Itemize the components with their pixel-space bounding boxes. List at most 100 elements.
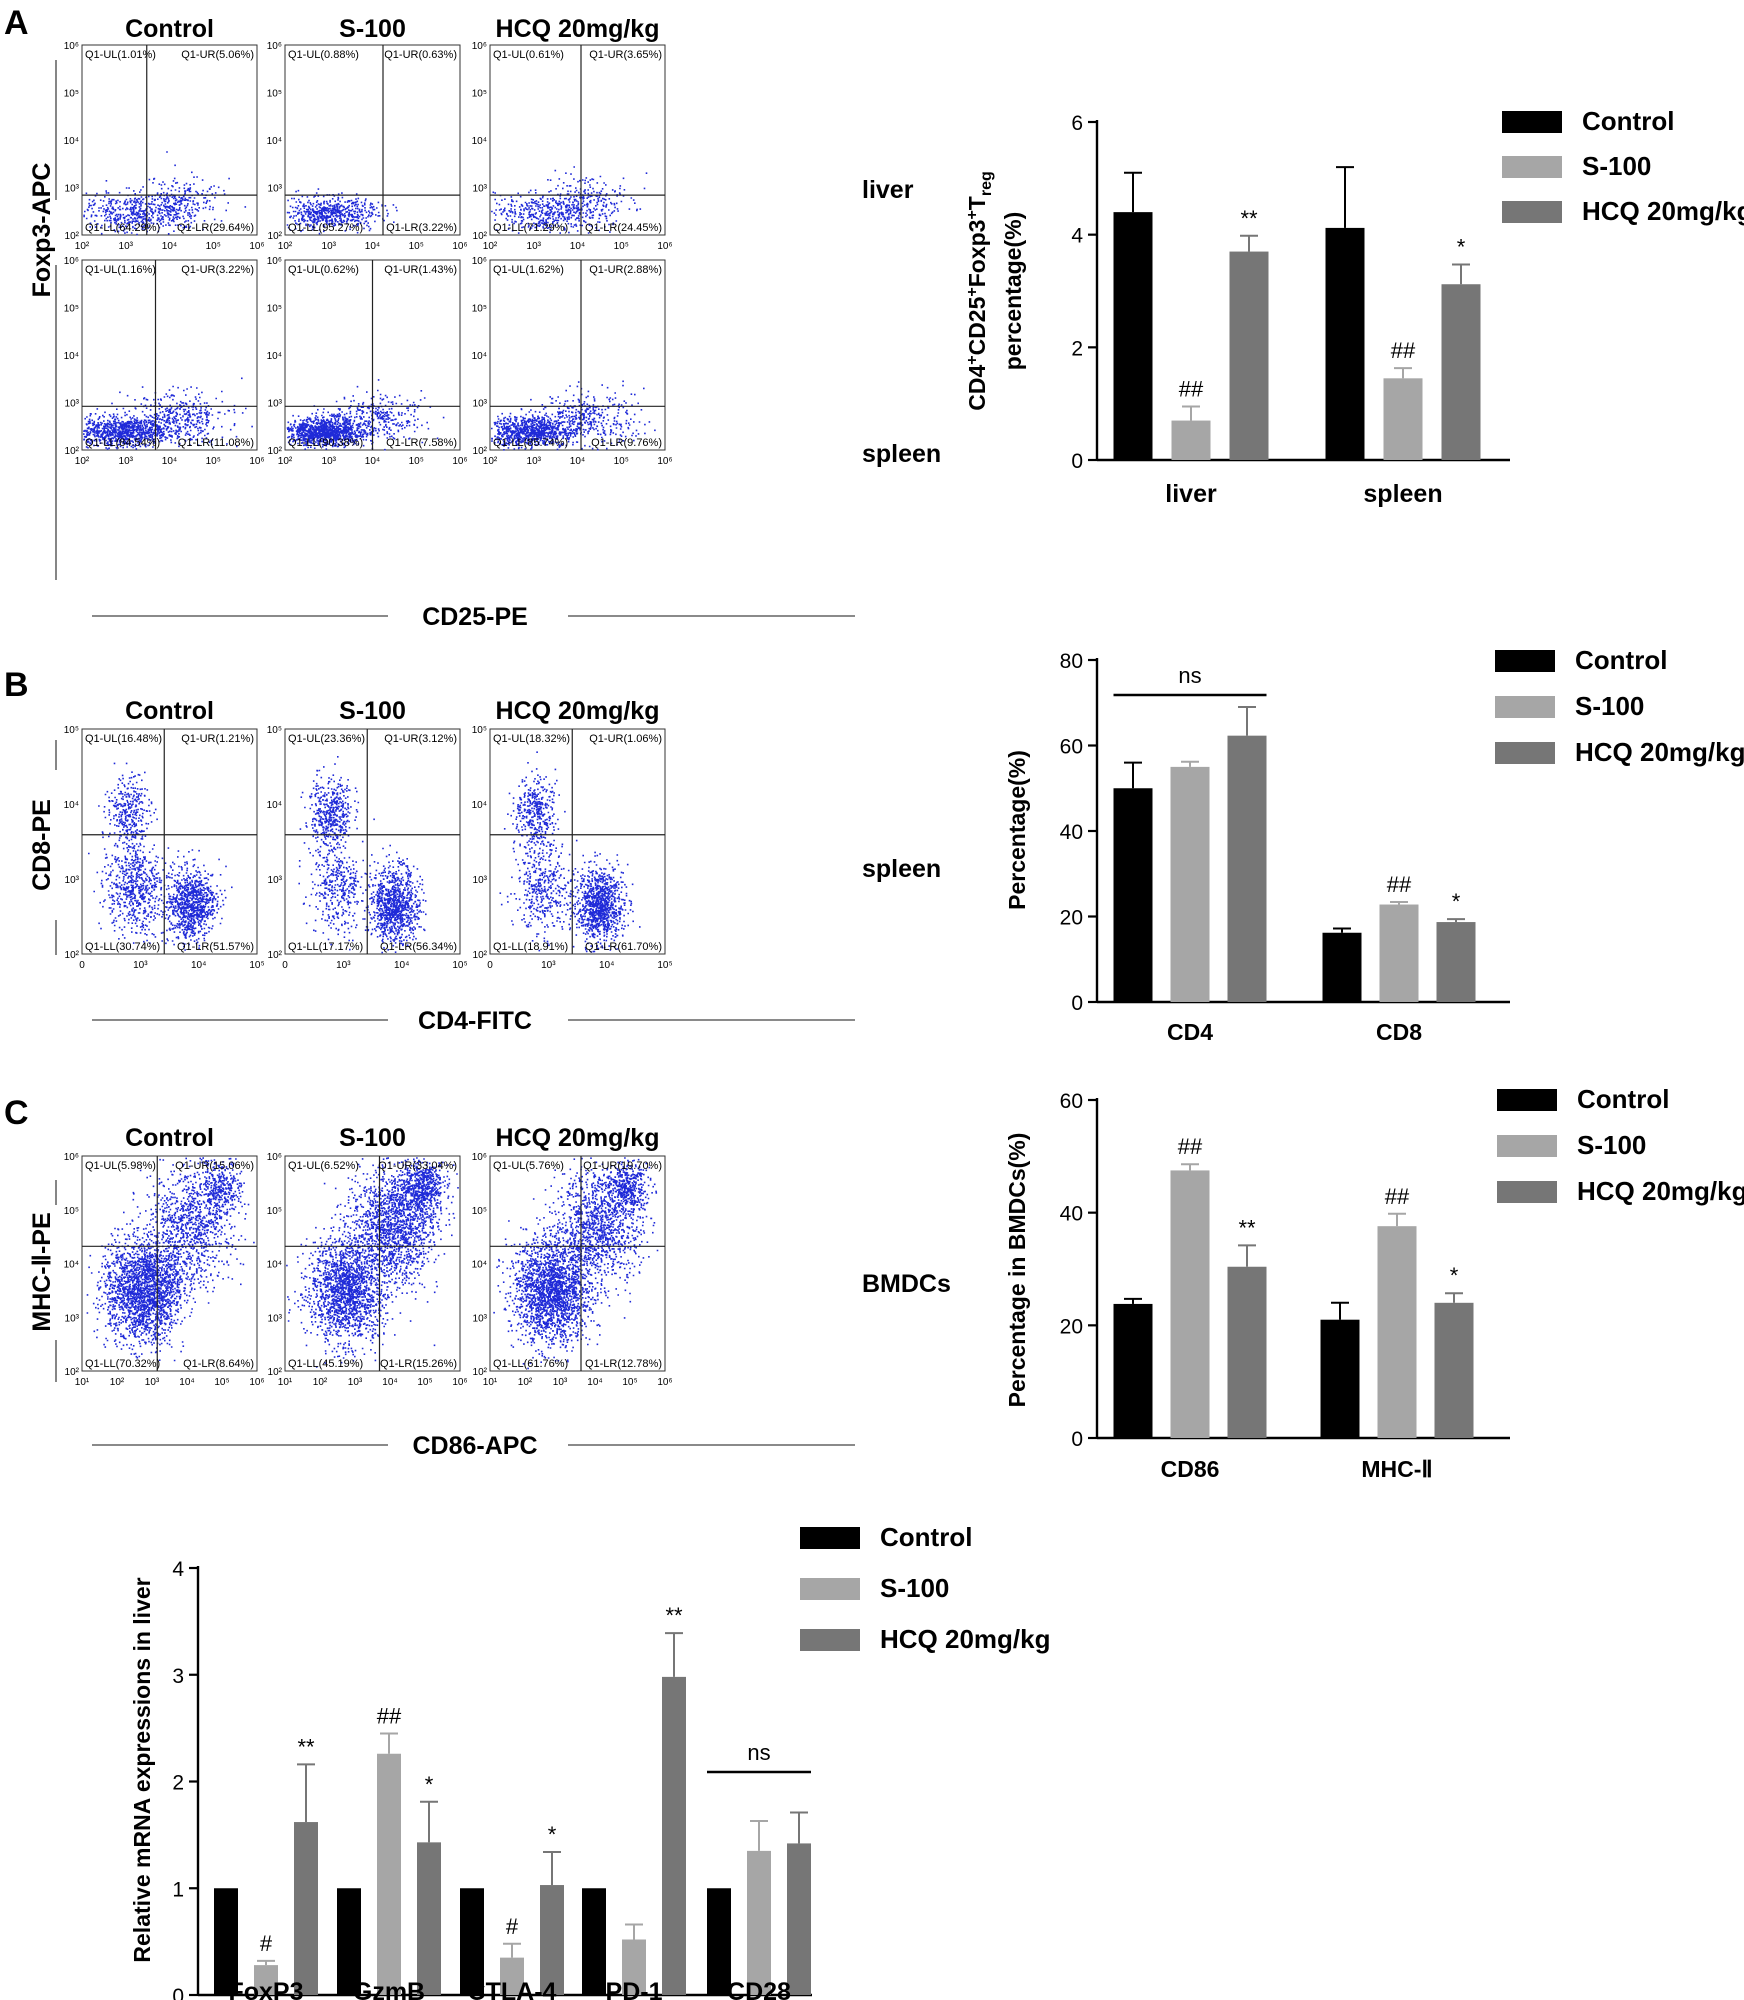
quadrant-ur: Q1-UR(15.06%) bbox=[175, 1160, 254, 1172]
legend-label: Control bbox=[880, 1522, 972, 1552]
x-tick-label: 10³ bbox=[527, 241, 542, 252]
quadrant-ur: Q1-UR(1.21%) bbox=[181, 733, 254, 745]
y-tick-label: 20 bbox=[1060, 907, 1083, 930]
x-tick-label: 10² bbox=[483, 241, 498, 252]
quadrant-lr: Q1-LR(11.08%) bbox=[178, 437, 254, 449]
legend-swatch bbox=[1497, 1181, 1557, 1203]
group-title: Control bbox=[125, 697, 214, 725]
x-tick-label: 0 bbox=[487, 960, 493, 971]
quadrant-ur: Q1-UR(1.43%) bbox=[384, 264, 457, 276]
y-tick-label: 10⁵ bbox=[267, 89, 282, 100]
x-tick-label: 10⁴ bbox=[570, 241, 585, 252]
y-tick-label: 10² bbox=[268, 231, 283, 242]
y-tick-label: 10² bbox=[268, 950, 283, 961]
x-tick-label: 10⁵ bbox=[206, 241, 221, 252]
quadrant-ul: Q1-UL(5.76%) bbox=[493, 1160, 564, 1172]
y-tick-label: 60 bbox=[1060, 736, 1083, 759]
y-tick-label: 40 bbox=[1060, 821, 1083, 844]
x-tick-label: 10² bbox=[483, 456, 498, 467]
x-tick-label: 0 bbox=[282, 960, 288, 971]
y-tick-label: 10⁶ bbox=[64, 256, 79, 267]
event-dots bbox=[286, 188, 398, 235]
legend-label: S-100 bbox=[1577, 1130, 1646, 1160]
flow-cytometry-layer: A Control S-100 HCQ 20mg/kg Q1-UL(1.01%) Q1-U… bbox=[4, 4, 951, 1460]
quadrant-lr: Q1-LR(61.70%) bbox=[585, 941, 662, 953]
quadrant-ur: Q1-UR(19.70%) bbox=[583, 1160, 662, 1172]
group-title: S-100 bbox=[339, 697, 406, 725]
significance-mark: ** bbox=[1240, 206, 1258, 231]
x-tick-label: 10⁴ bbox=[162, 456, 177, 467]
quadrant-ul: Q1-UL(16.48%) bbox=[85, 733, 162, 745]
quadrant-lr: Q1-LR(51.57%) bbox=[177, 941, 254, 953]
x-tick-label: 10³ bbox=[133, 960, 148, 971]
significance-mark: ** bbox=[1238, 1215, 1256, 1240]
bar-s-100 bbox=[1383, 378, 1423, 460]
x-tick-label: 10² bbox=[278, 456, 293, 467]
significance-mark: * bbox=[1457, 235, 1466, 260]
bar-s-100 bbox=[1170, 766, 1210, 1002]
panel-a-flow: A Control S-100 HCQ 20mg/kg Q1-UL(1.01%) Q1-U… bbox=[4, 4, 941, 631]
quadrant-ul: Q1-UL(23.36%) bbox=[288, 733, 365, 745]
significance-mark: ## bbox=[1179, 376, 1204, 401]
y-tick-label: 10² bbox=[65, 231, 80, 242]
panel-b-flow: B Control S-100 HCQ 20mg/kg Q1-UL(16.48%) Q1-… bbox=[4, 666, 941, 1035]
legend-swatch bbox=[800, 1629, 860, 1651]
row-label: spleen bbox=[862, 440, 941, 468]
group-title: S-100 bbox=[339, 15, 406, 43]
y-tick-label: 10³ bbox=[473, 399, 488, 410]
y-tick-label: 4 bbox=[172, 1558, 184, 1581]
ns-label: ns bbox=[1178, 663, 1201, 688]
quadrant-ur: Q1-UR(1.06%) bbox=[589, 733, 662, 745]
group-title: Control bbox=[125, 15, 214, 43]
quadrant-lr: Q1-LR(24.45%) bbox=[585, 222, 662, 234]
x-tick-label: 10⁴ bbox=[599, 960, 614, 971]
bar-control bbox=[337, 1888, 361, 1995]
y-tick-label: 10⁴ bbox=[64, 351, 79, 362]
bar-chart-a: 0246##**liver##*spleenCD4+CD25+Foxp3+Tre… bbox=[964, 106, 1744, 508]
bar-hcq-20mg-kg bbox=[1229, 251, 1269, 460]
y-tick-label: 10⁴ bbox=[64, 800, 79, 811]
quadrant-lr: Q1-LR(15.26%) bbox=[380, 1358, 457, 1370]
legend-label: Control bbox=[1575, 645, 1667, 675]
event-dots bbox=[83, 377, 253, 450]
y-tick-label: 20 bbox=[1060, 1315, 1083, 1338]
y-tick-label: 10³ bbox=[65, 399, 80, 410]
quadrant-lr: Q1-LR(7.58%) bbox=[386, 437, 457, 449]
significance-mark: ## bbox=[377, 1703, 402, 1728]
x-tick-label: 10⁴ bbox=[365, 241, 380, 252]
bar-chart-d: 0 1 2 3 4 # ** FoxP3 ## * GzmB # * CTLA-4 ** PD-1 CD28 ns… bbox=[129, 1522, 1051, 2000]
category-label: CTLA-4 bbox=[468, 1978, 557, 2000]
plot-frame bbox=[81, 728, 258, 955]
significance-mark: ** bbox=[297, 1734, 315, 1759]
significance-mark: # bbox=[260, 1931, 273, 1956]
y-tick-label: 10² bbox=[65, 950, 80, 961]
x-tick-label: 10⁶ bbox=[452, 456, 467, 467]
y-axis-title-part: + bbox=[964, 210, 981, 219]
y-tick-label: 10⁵ bbox=[64, 304, 79, 315]
y-tick-label: 10³ bbox=[65, 875, 80, 886]
bar-s-100 bbox=[1379, 904, 1419, 1002]
y-tick-label: 10⁴ bbox=[472, 1260, 487, 1271]
event-dots bbox=[499, 751, 641, 953]
significance-mark: * bbox=[1450, 1263, 1459, 1288]
category-label: CD8 bbox=[1376, 1019, 1422, 1045]
y-tick-label: 10⁵ bbox=[472, 89, 487, 100]
x-tick-label: 10⁴ bbox=[587, 1377, 602, 1388]
event-dots bbox=[286, 1157, 459, 1368]
event-dots bbox=[298, 756, 427, 954]
y-axis-title: Percentage in BMDCs(%) bbox=[1004, 1133, 1030, 1408]
y-tick-label: 10³ bbox=[65, 1313, 80, 1324]
bar-hcq-20mg-kg bbox=[294, 1822, 318, 1995]
quadrant-ll: Q1-LL(71.29%) bbox=[493, 222, 568, 234]
legend-label: Control bbox=[1577, 1084, 1669, 1114]
y-tick-label: 0 bbox=[172, 1985, 184, 2000]
legend-swatch bbox=[1502, 156, 1562, 178]
event-dots bbox=[86, 1157, 255, 1362]
quadrant-ur: Q1-UR(5.06%) bbox=[181, 49, 254, 61]
y-axis-title-line2: percentage(%) bbox=[1000, 212, 1026, 370]
y-axis-title-part: + bbox=[964, 287, 981, 296]
significance-mark: ## bbox=[1385, 1184, 1410, 1209]
x-tick-label: 10³ bbox=[553, 1377, 568, 1388]
row-label: BMDCs bbox=[862, 1270, 951, 1298]
